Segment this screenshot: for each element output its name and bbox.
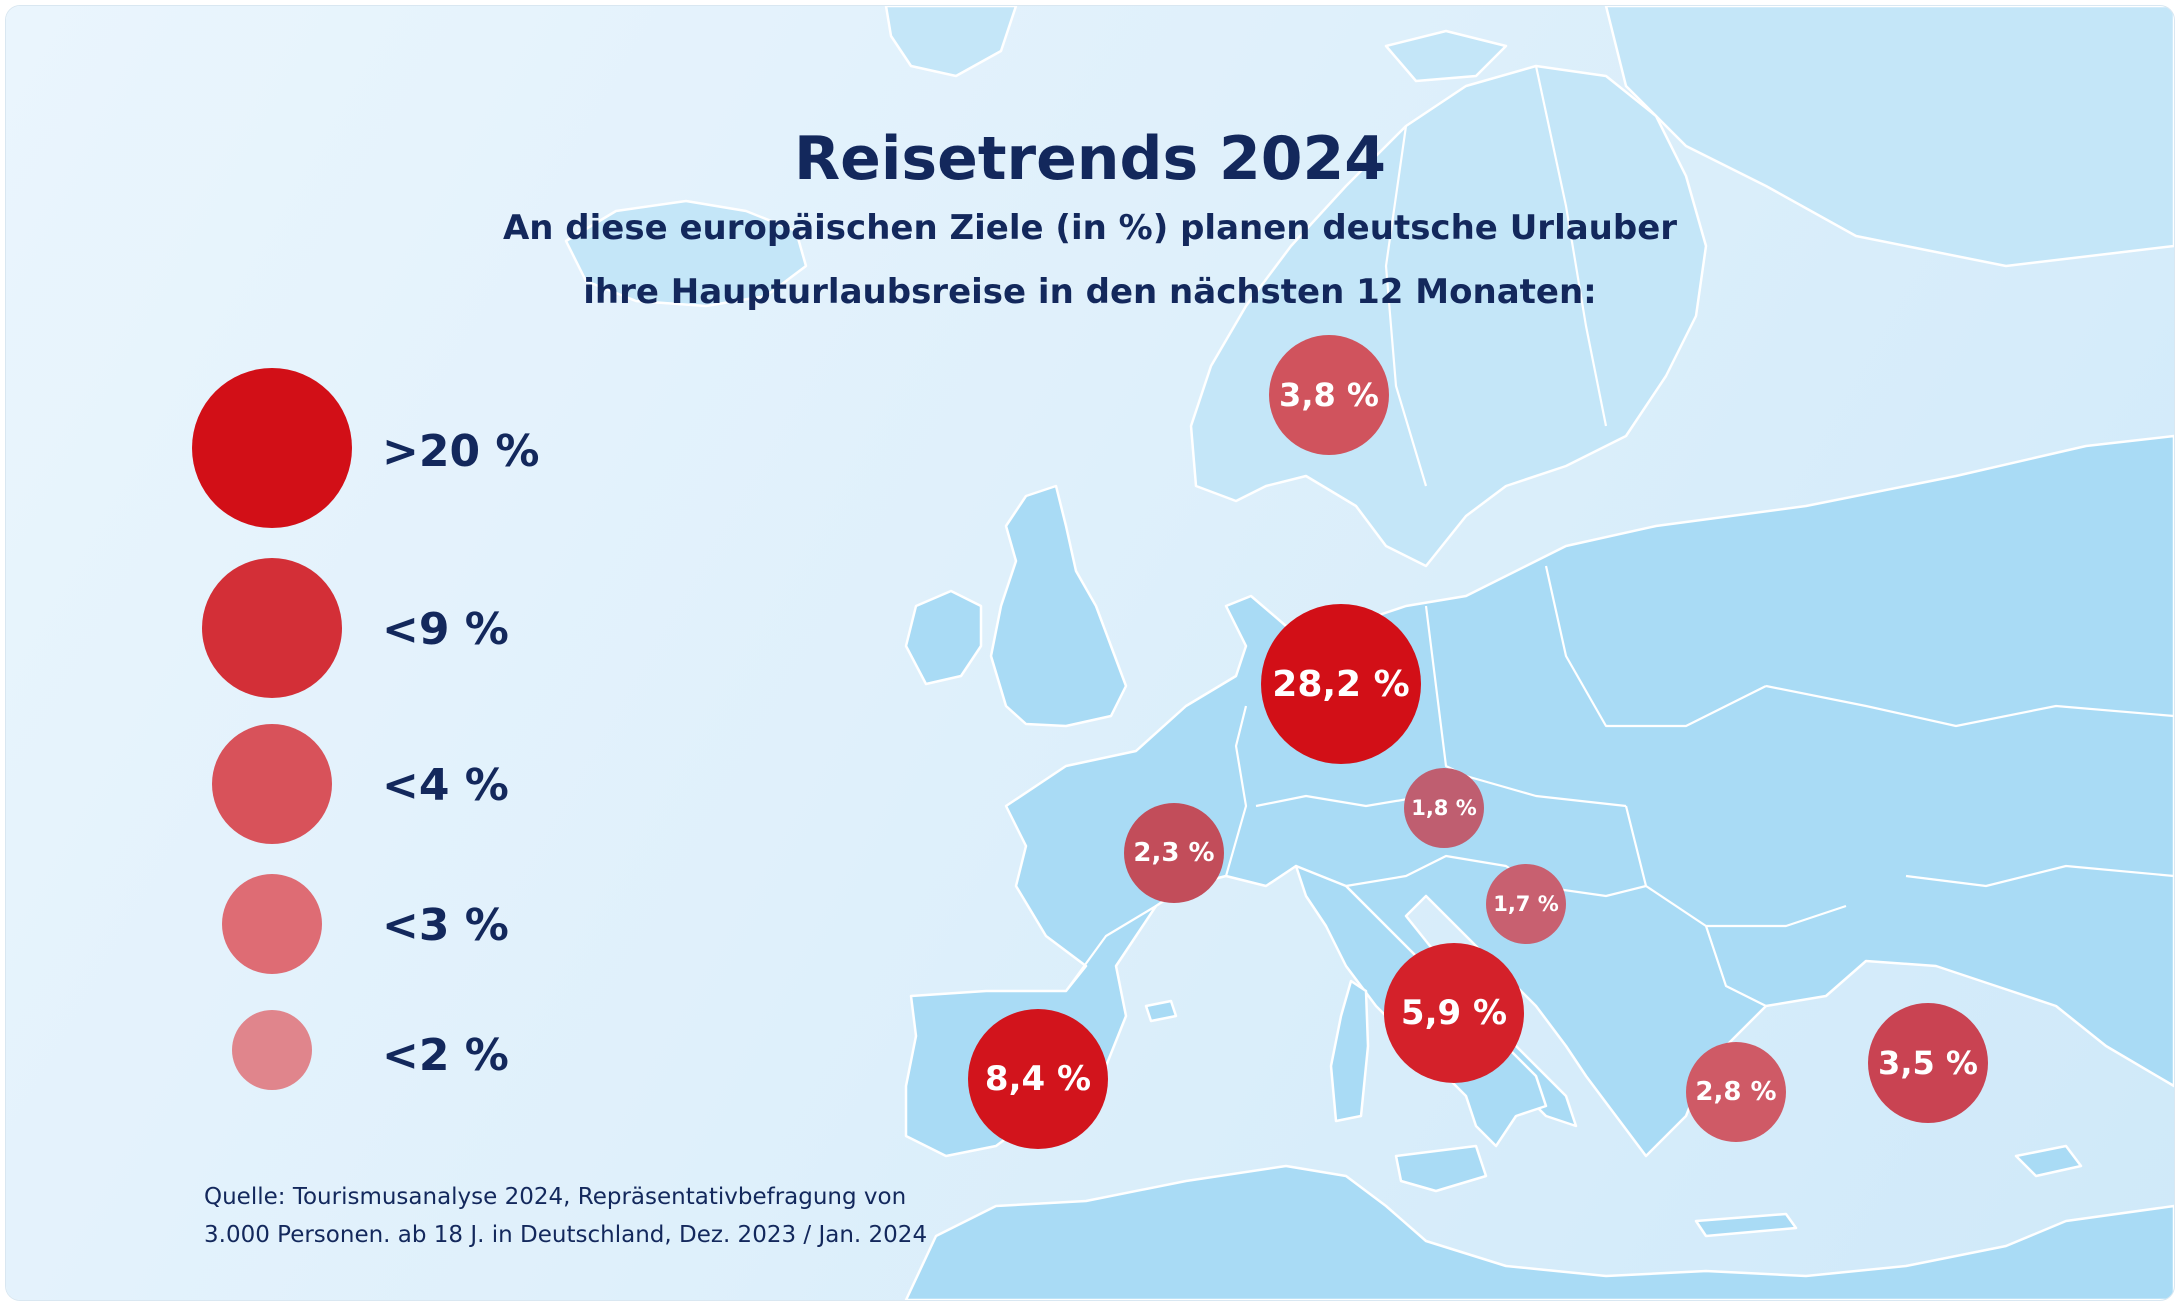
bubble-croatia: 1,7 %: [1486, 864, 1566, 944]
iceland-shape: [564, 199, 808, 308]
legend-label-under-3: <3 %: [382, 900, 509, 951]
bubble-greece: 2,8 %: [1686, 1042, 1786, 1142]
crete-shape: [1694, 1212, 1798, 1238]
north-russia-shape: [1604, 6, 2174, 268]
source-line-2: 3.000 Personen. ab 18 J. in Deutschland,…: [204, 1222, 928, 1248]
source-line-1: Quelle: Tourismusanalyse 2024, Repräsent…: [204, 1184, 907, 1210]
legend-circle-over-20: [192, 368, 352, 528]
legend-circle-under-4: [212, 724, 332, 844]
legend-circle-under-3: [222, 874, 322, 974]
bubble-scandinavia: 3,8 %: [1269, 335, 1389, 455]
bubble-france: 2,3 %: [1124, 803, 1224, 903]
corsica-sardinia-shape: [1329, 979, 1370, 1123]
infographic-card: Reisetrends 2024 An diese europäischen Z…: [6, 6, 2174, 1300]
ireland-shape: [904, 589, 983, 686]
bubble-spain: 8,4 %: [968, 1009, 1108, 1149]
greenland-shape: [884, 6, 1018, 78]
north-africa-shape: [904, 1164, 2174, 1300]
legend-label-under-2: <2 %: [382, 1030, 509, 1081]
balearic-shape: [1144, 999, 1178, 1023]
bubble-austria: 1,8 %: [1404, 768, 1484, 848]
page-title: Reisetrends 2024: [793, 124, 1387, 194]
bubble-italy: 5,9 %: [1384, 943, 1524, 1083]
legend-label-over-20: >20 %: [382, 426, 540, 477]
sicily-shape: [1394, 1144, 1488, 1193]
great-britain-shape: [989, 484, 1128, 728]
subtitle-line-2: ihre Haupturlaubsreise in den nächsten 1…: [583, 272, 1597, 312]
legend-circle-under-2: [232, 1010, 312, 1090]
legend-label-under-4: <4 %: [382, 760, 509, 811]
legend-label-under-9: <9 %: [382, 604, 509, 655]
legend-circle-under-9: [202, 558, 342, 698]
bubble-germany: 28,2 %: [1261, 604, 1421, 764]
bubble-turkey: 3,5 %: [1868, 1003, 1988, 1123]
cyprus-shape: [2014, 1144, 2083, 1178]
arctic-islands-shape: [1384, 29, 1508, 83]
subtitle-line-1: An diese europäischen Ziele (in %) plane…: [502, 208, 1678, 248]
